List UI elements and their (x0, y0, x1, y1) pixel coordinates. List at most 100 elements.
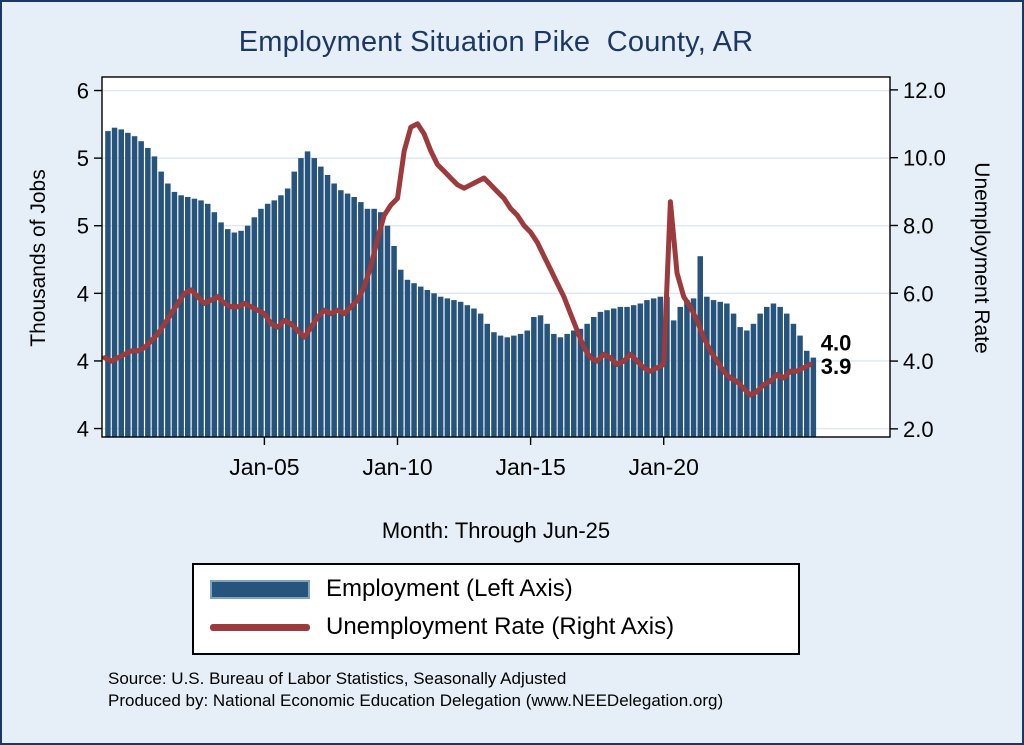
legend-item-unemployment: Unemployment Rate (Right Axis) (194, 613, 798, 641)
right-axis-title: Unemployment Rate (970, 162, 993, 354)
left-tick-label: 5 (77, 214, 89, 239)
employment-bar (757, 313, 763, 437)
employment-bar (291, 171, 297, 437)
employment-bar (258, 208, 264, 437)
employment-bar (557, 337, 564, 437)
employment-bar (444, 298, 451, 437)
employment-bar (544, 323, 550, 437)
employment-bar (391, 246, 397, 437)
employment-bar (318, 166, 324, 437)
latest-value-annotation: 4.0 (821, 330, 852, 355)
employment-bar (151, 156, 158, 437)
employment-bar (630, 305, 637, 437)
employment-bar-swatch (210, 579, 310, 599)
employment-bar (611, 308, 617, 437)
employment-bar (750, 323, 757, 437)
employment-bar (171, 191, 178, 437)
employment-bar (484, 323, 490, 437)
employment-bar (111, 127, 118, 437)
employment-bar (511, 335, 517, 437)
employment-bar (371, 208, 377, 437)
employment-bar (551, 333, 557, 437)
employment-bar (411, 283, 417, 437)
employment-bar (138, 141, 144, 437)
employment-bar (205, 203, 211, 437)
source-notes: Source: U.S. Bureau of Labor Statistics,… (108, 668, 723, 712)
left-tick-label: 4 (77, 349, 89, 374)
employment-bar (384, 225, 391, 437)
employment-bar (744, 330, 750, 437)
employment-bar (131, 136, 138, 437)
employment-bar (284, 188, 291, 437)
employment-bar (664, 296, 670, 437)
employment-bar (637, 303, 644, 437)
chart-title: Employment Situation Pike County, AR (238, 26, 754, 58)
employment-bar (710, 300, 717, 437)
employment-bar (790, 323, 797, 437)
employment-bar (278, 195, 284, 437)
employment-bar (145, 148, 151, 437)
employment-bar (564, 333, 570, 437)
legend-label-unemployment: Unemployment Rate (Right Axis) (326, 613, 675, 640)
left-tick-label: 4 (77, 417, 89, 442)
employment-bar (597, 311, 604, 437)
employment-bar (684, 300, 690, 437)
employment-bar (477, 313, 484, 437)
right-tick-label: 4.0 (903, 349, 934, 374)
employment-bar (690, 298, 697, 437)
left-tick-label: 5 (77, 146, 89, 171)
employment-bar (165, 183, 171, 437)
employment-bar (704, 296, 710, 437)
employment-bar (537, 315, 544, 437)
employment-bar (577, 328, 584, 437)
right-tick-label: 10.0 (903, 146, 946, 171)
employment-bar (437, 296, 444, 437)
employment-bar (418, 286, 424, 437)
employment-bar (777, 306, 783, 437)
employment-bar (271, 200, 277, 437)
employment-bar (344, 193, 351, 437)
employment-bar (185, 197, 191, 437)
employment-bar (451, 300, 457, 437)
employment-bar (238, 230, 244, 437)
employment-bar (158, 171, 164, 437)
employment-bar (324, 175, 331, 437)
employment-bar (457, 301, 464, 437)
employment-bar (431, 293, 437, 437)
employment-bar (218, 222, 224, 437)
employment-bar (764, 306, 770, 437)
employment-bar (424, 290, 431, 437)
employment-bar (178, 195, 184, 437)
employment-bar (504, 337, 510, 437)
employment-bar (471, 308, 477, 437)
x-tick-label: Jan-20 (629, 454, 699, 480)
employment-bar (364, 208, 371, 437)
unemployment-line (102, 121, 813, 398)
employment-bar (810, 357, 817, 437)
employment-bar (351, 197, 357, 437)
employment-bar (770, 303, 777, 437)
unemployment-line-swatch (210, 623, 310, 631)
latest-value-annotation: 3.9 (821, 354, 852, 379)
right-tick-label: 12.0 (903, 78, 946, 103)
employment-bar (231, 232, 238, 437)
employment-bar (677, 306, 683, 437)
employment-bar (524, 330, 530, 437)
x-tick-label: Jan-05 (229, 454, 299, 480)
left-tick-label: 6 (77, 79, 89, 104)
employment-bar (584, 323, 590, 437)
right-tick-label: 2.0 (903, 417, 934, 442)
employment-bar (304, 151, 311, 437)
employment-bar (724, 303, 730, 437)
employment-bar (105, 131, 111, 437)
right-tick-label: 8.0 (903, 213, 934, 238)
legend-item-employment: Employment (Left Axis) (194, 575, 798, 603)
x-tick-label: Jan-15 (495, 454, 565, 480)
employment-bar (251, 217, 258, 437)
employment-bar (624, 306, 630, 437)
employment-bar (491, 332, 497, 437)
employment-bar (398, 269, 404, 437)
employment-bar (118, 129, 124, 437)
